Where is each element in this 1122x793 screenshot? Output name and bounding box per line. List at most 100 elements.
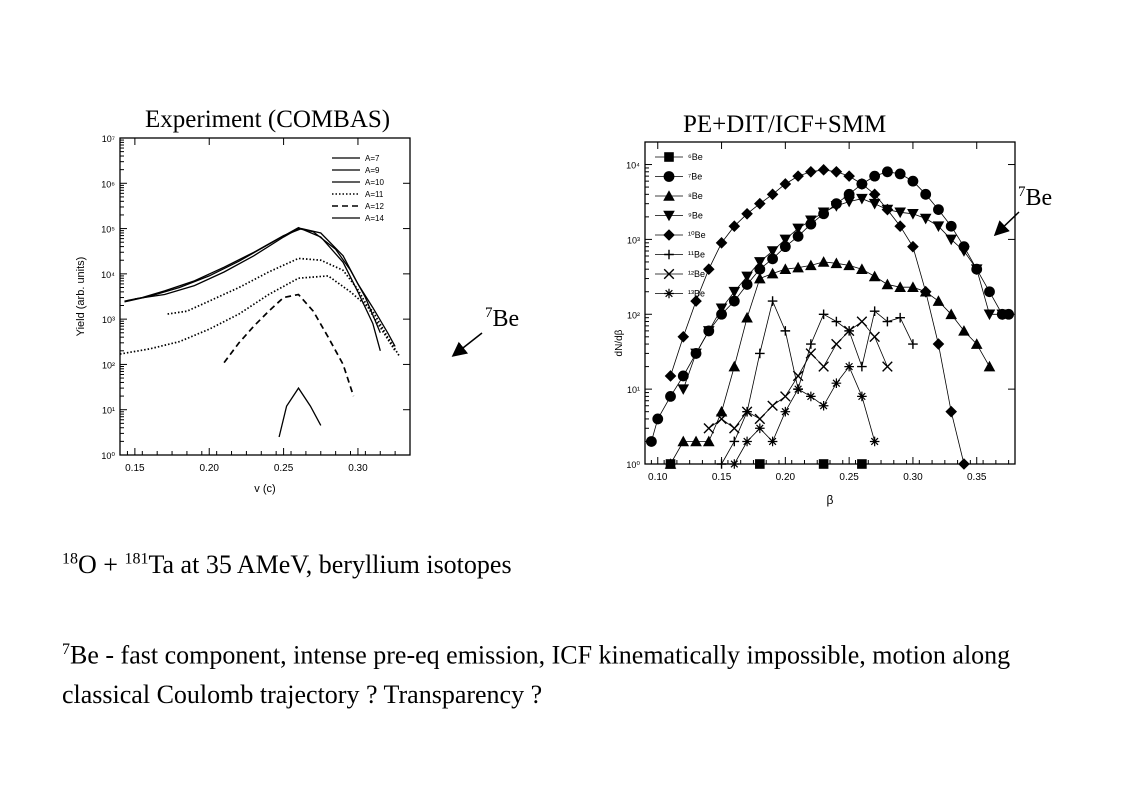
right-series-point-2 xyxy=(766,267,779,279)
right-y-tick-label: 10³ xyxy=(627,235,640,245)
right-series-point-1 xyxy=(907,175,919,187)
left-y-tick-label: 10⁷ xyxy=(102,134,115,144)
right-series-point-2 xyxy=(843,259,855,271)
right-x-tick-label: 0.10 xyxy=(648,472,668,483)
right-series-point-2 xyxy=(907,281,919,292)
right-series-point-0 xyxy=(818,459,829,469)
right-series-point-2 xyxy=(741,311,753,323)
right-series-point-6 xyxy=(882,361,893,372)
right-series-point-2 xyxy=(868,270,881,282)
right-series-point-2 xyxy=(805,259,817,271)
right-series-point-4 xyxy=(958,458,970,470)
right-legend-marker xyxy=(663,268,675,280)
right-series-point-2 xyxy=(817,256,830,267)
right-series-point-4 xyxy=(932,338,945,350)
right-legend-marker xyxy=(663,229,675,241)
right-series-point-4 xyxy=(868,188,881,201)
right-x-tick-label: 0.20 xyxy=(776,472,796,483)
right-series-point-1 xyxy=(645,436,657,447)
right-series-point-2 xyxy=(792,261,804,273)
right-series-point-1 xyxy=(779,241,791,253)
right-series-point-4 xyxy=(843,170,855,182)
right-series-point-4 xyxy=(817,164,830,176)
right-legend-label: ¹²Be xyxy=(688,269,705,279)
right-series-point-4 xyxy=(907,240,919,253)
right-series-point-3 xyxy=(817,207,830,219)
right-series-point-4 xyxy=(792,170,804,182)
right-series-point-6 xyxy=(767,400,778,412)
right-series-point-7 xyxy=(806,391,816,402)
right-series-point-5 xyxy=(780,326,791,336)
right-series-point-4 xyxy=(856,178,868,190)
right-series-point-2 xyxy=(881,278,894,290)
left-y-tick-label: 10³ xyxy=(102,315,115,325)
right-series-point-3 xyxy=(741,271,753,283)
right-series-point-2 xyxy=(677,435,690,447)
right-series-point-1 xyxy=(945,220,957,232)
right-series-point-4 xyxy=(779,178,792,190)
right-series-point-1 xyxy=(754,263,766,275)
right-series-point-0 xyxy=(857,459,867,469)
right-legend-marker xyxy=(664,152,674,162)
right-series-point-7 xyxy=(793,384,803,394)
right-legend-marker xyxy=(663,190,675,201)
right-series-point-4 xyxy=(919,285,932,298)
right-series-point-1 xyxy=(767,253,778,265)
left-series-line-0 xyxy=(124,227,396,347)
right-series-point-3 xyxy=(868,198,881,210)
right-series-point-4 xyxy=(715,237,728,249)
right-legend-marker xyxy=(663,210,675,222)
right-series-point-7 xyxy=(742,436,752,447)
right-series-point-7 xyxy=(780,406,791,417)
right-series-point-5 xyxy=(716,459,727,469)
left-legend-label: A=11 xyxy=(365,190,384,199)
right-series-point-1 xyxy=(792,230,804,242)
right-series-point-5 xyxy=(895,312,905,323)
left-y-tick-label: 10² xyxy=(102,360,115,370)
right-legend-label: ⁸Be xyxy=(688,191,703,201)
right-series-point-1 xyxy=(652,413,664,425)
right-series-point-5 xyxy=(806,339,816,349)
right-series-point-6 xyxy=(843,325,855,337)
right-series-point-2 xyxy=(983,360,996,372)
right-series-point-3 xyxy=(779,234,792,246)
left-y-tick-label: 10¹ xyxy=(102,406,115,416)
right-series-point-4 xyxy=(690,295,702,307)
right-series-point-1 xyxy=(677,370,689,382)
right-series-point-4 xyxy=(805,165,817,178)
right-series-point-3 xyxy=(805,215,817,227)
right-series-point-6 xyxy=(818,361,829,372)
right-series-point-3 xyxy=(970,264,983,275)
right-series-point-3 xyxy=(983,309,996,321)
left-x-tick-label: 0.15 xyxy=(125,463,145,474)
right-series-point-3 xyxy=(728,286,741,298)
left-y-tick-label: 10⁶ xyxy=(101,179,115,189)
right-series-point-3 xyxy=(690,348,702,360)
left-x-tick-label: 0.25 xyxy=(274,463,294,474)
right-series-point-7 xyxy=(755,423,765,434)
caption-line-1: 18O + 181Ta at 35 AMeV, beryllium isotop… xyxy=(62,550,512,579)
right-series-point-6 xyxy=(729,422,740,434)
right-series-point-6 xyxy=(792,370,804,382)
left-legend-label: A=14 xyxy=(365,214,384,223)
left-y-axis-label: Yield (arb. units) xyxy=(75,257,87,337)
right-series-point-1 xyxy=(728,295,740,307)
right-series-point-3 xyxy=(856,193,868,205)
right-y-tick-label: 10² xyxy=(627,310,640,320)
right-series-point-0 xyxy=(755,459,765,469)
right-series-point-3 xyxy=(677,384,690,395)
left-series-line-6 xyxy=(278,386,322,438)
right-series-point-4 xyxy=(677,331,690,343)
right-series-point-7 xyxy=(857,391,867,402)
right-x-tick-label: 0.30 xyxy=(903,472,923,483)
right-series-point-2 xyxy=(779,263,792,274)
right-series-point-3 xyxy=(958,246,970,257)
right-x-tick-label: 0.25 xyxy=(839,472,859,483)
right-series-point-5 xyxy=(755,348,765,359)
right-series-line-6 xyxy=(708,320,888,429)
left-series-line-3 xyxy=(119,275,401,357)
right-series-point-3 xyxy=(996,309,1009,321)
right-series-point-6 xyxy=(703,422,715,434)
right-series-point-5 xyxy=(857,361,867,372)
right-series-point-3 xyxy=(766,246,779,257)
